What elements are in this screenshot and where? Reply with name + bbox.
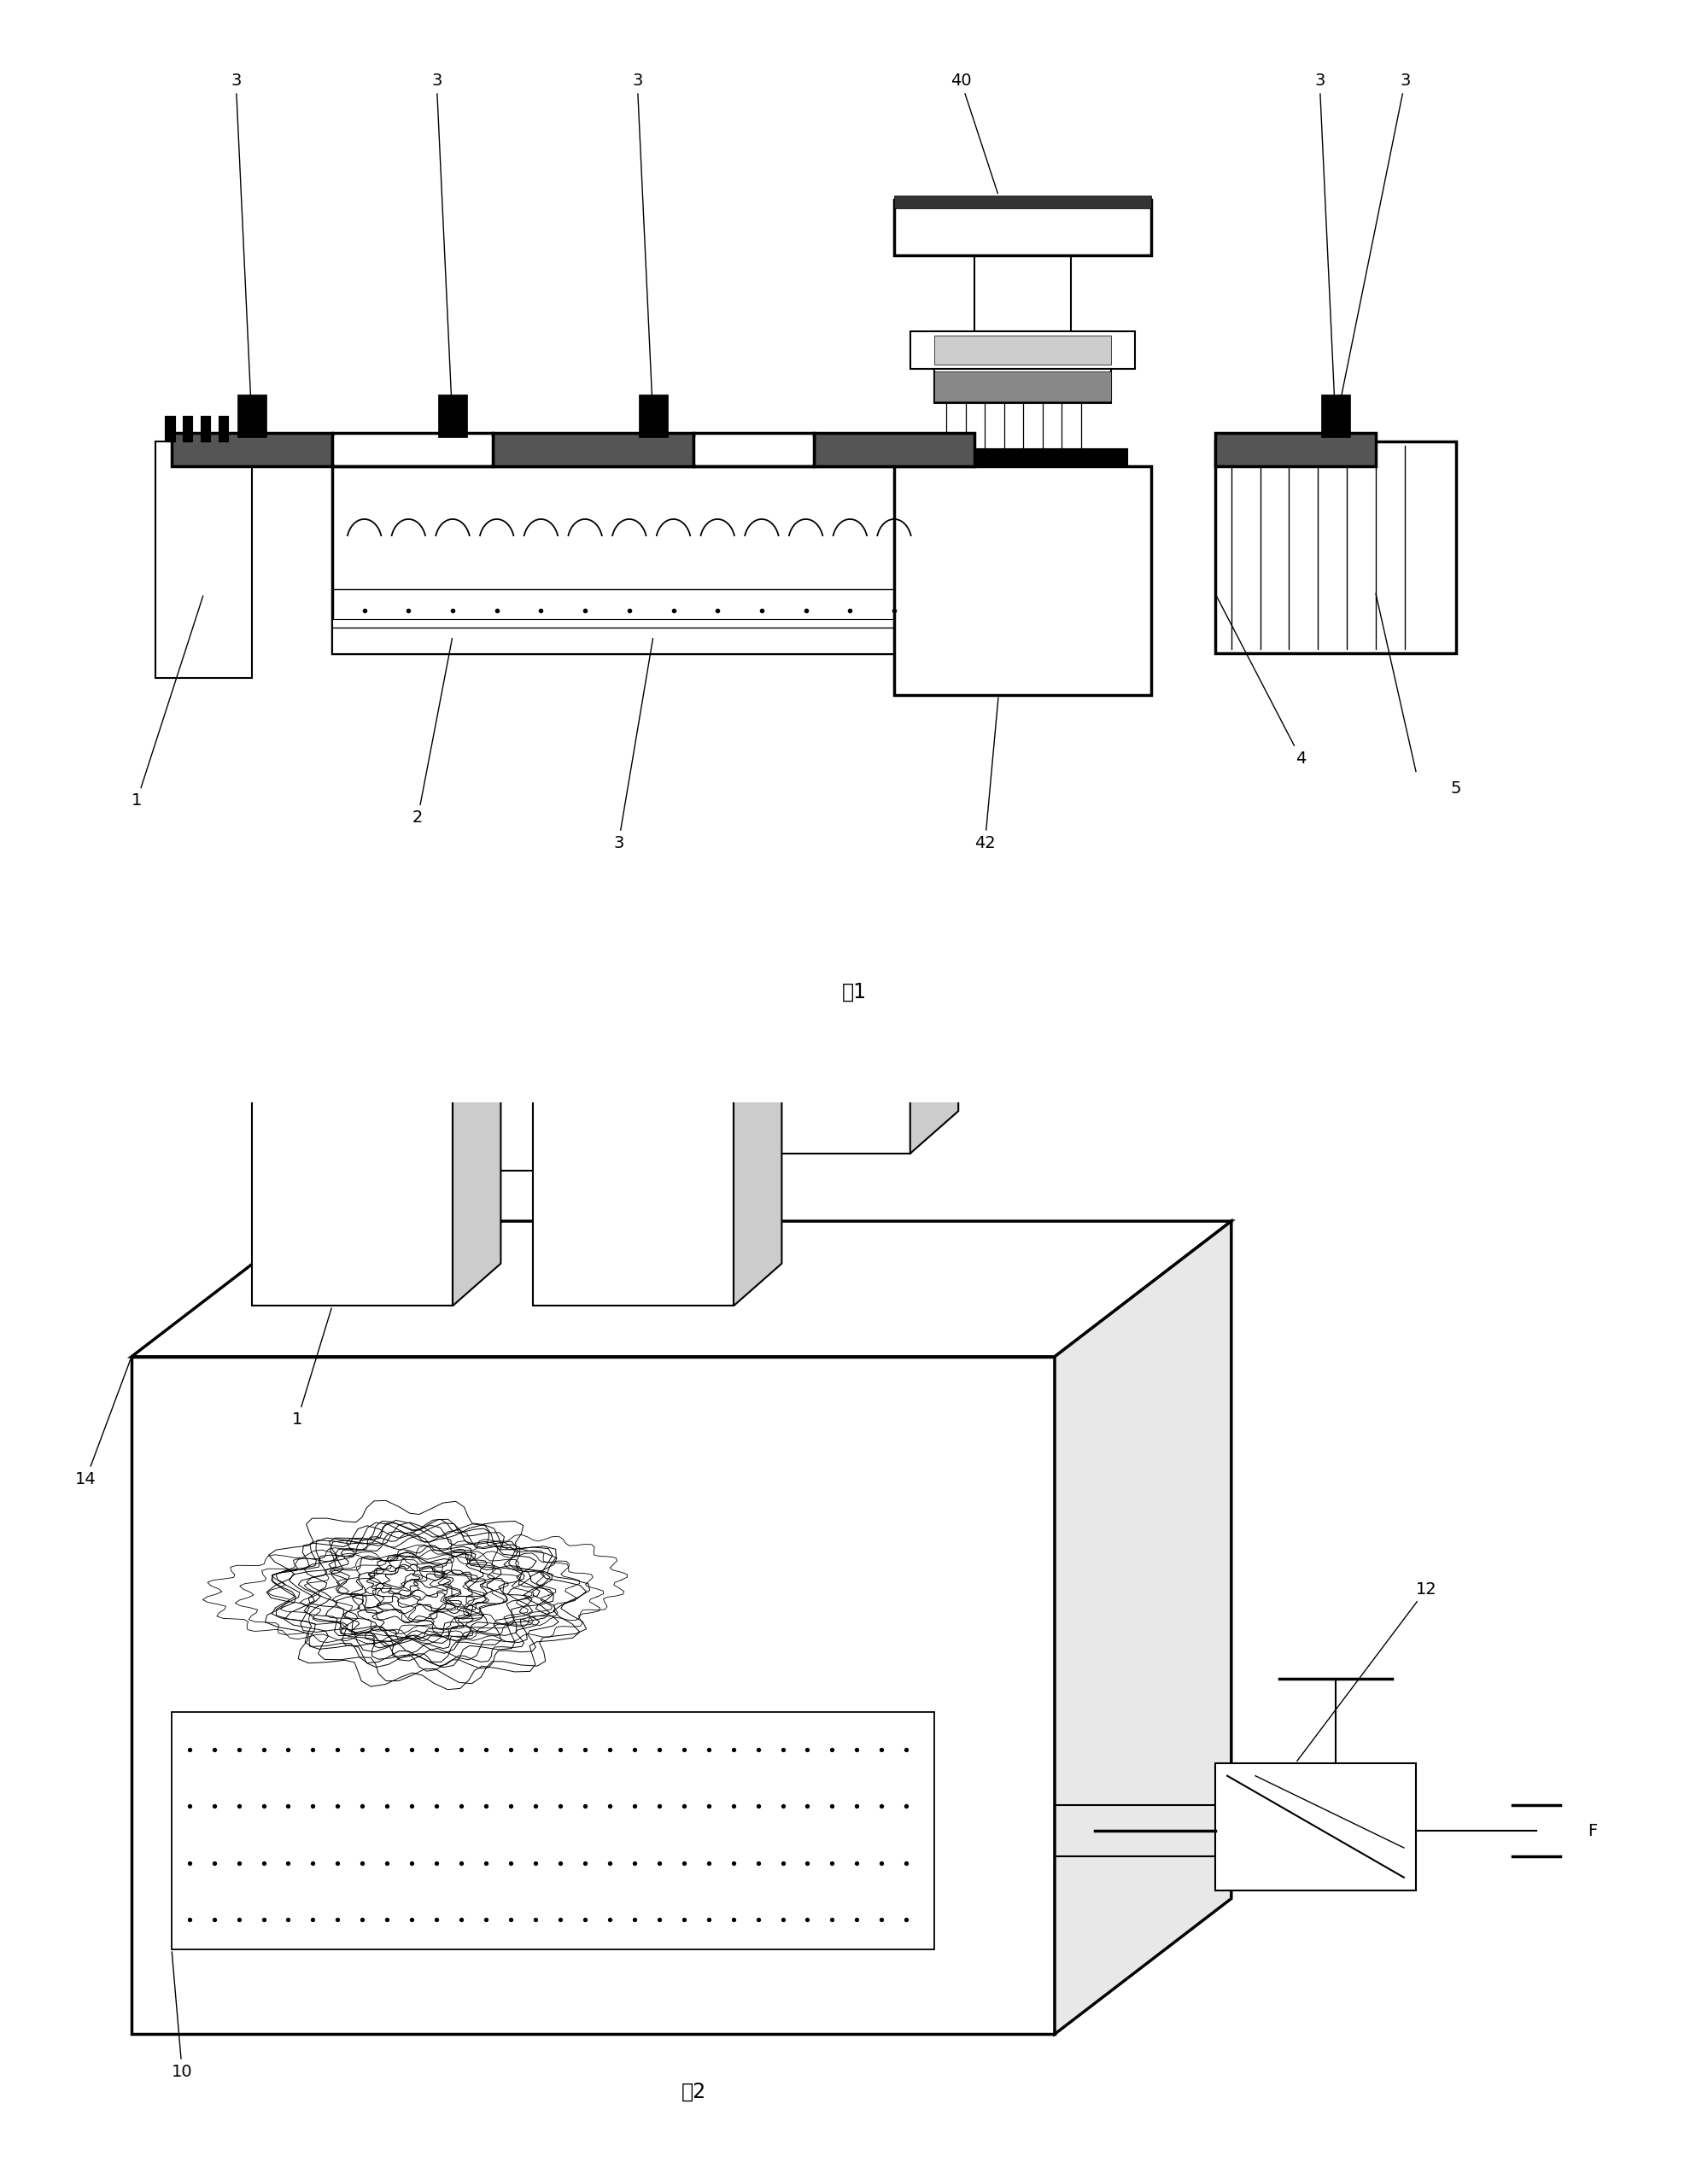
Bar (815, 432, 974, 467)
Bar (693, 437, 815, 463)
Bar (413, 984, 589, 1170)
Polygon shape (453, 1027, 500, 1306)
Text: 4: 4 (1216, 597, 1307, 765)
Bar (331, 618, 943, 653)
Polygon shape (734, 1053, 782, 1306)
Text: 42: 42 (974, 698, 997, 852)
Text: 图2: 图2 (681, 2082, 705, 2101)
Text: 14: 14 (75, 1360, 132, 1487)
Bar (1216, 432, 1377, 467)
Text: 3: 3 (1336, 74, 1411, 422)
Bar (895, 199, 1151, 255)
Text: 40: 40 (950, 74, 997, 192)
Text: 5: 5 (1450, 780, 1462, 796)
Bar (155, 441, 253, 679)
Bar (974, 251, 1071, 331)
Text: 3: 3 (613, 638, 652, 852)
Bar (166, 415, 174, 441)
Bar (171, 432, 331, 467)
Polygon shape (734, 925, 958, 966)
Bar (253, 1068, 453, 1306)
Bar (200, 415, 210, 441)
Polygon shape (413, 943, 637, 984)
Text: 3: 3 (432, 74, 453, 422)
Bar (1322, 396, 1349, 437)
Polygon shape (1056, 1222, 1231, 2034)
Bar (331, 437, 492, 463)
Bar (934, 370, 1110, 402)
Polygon shape (132, 1222, 1231, 1358)
Text: 1: 1 (132, 597, 203, 809)
Bar (734, 966, 910, 1155)
Bar (934, 372, 1110, 402)
Bar (183, 415, 193, 441)
Bar (237, 396, 266, 437)
Bar (533, 1094, 734, 1306)
Text: 3: 3 (632, 74, 652, 422)
Bar (895, 467, 1151, 696)
Polygon shape (253, 1027, 500, 1068)
Text: 图1: 图1 (842, 982, 866, 1001)
Bar (934, 335, 1110, 365)
Bar (639, 396, 668, 437)
Text: 12: 12 (1296, 1580, 1436, 1762)
Text: 2: 2 (413, 638, 453, 826)
Text: 10: 10 (171, 1952, 193, 2080)
Bar (219, 415, 227, 441)
Text: 1: 1 (292, 1308, 331, 1427)
Bar (910, 331, 1134, 370)
Bar (1216, 1764, 1416, 1890)
Bar (132, 1358, 1056, 2034)
Text: F: F (1588, 1823, 1597, 1840)
Bar (331, 432, 492, 467)
Bar (1216, 441, 1455, 653)
Bar (171, 1712, 934, 1950)
Text: 3: 3 (231, 74, 251, 422)
Bar (693, 432, 815, 467)
Bar (439, 396, 466, 437)
Text: 3: 3 (1315, 74, 1336, 422)
Bar (331, 467, 943, 653)
Polygon shape (910, 925, 958, 1155)
Bar (492, 432, 693, 467)
Bar (895, 195, 1151, 208)
Polygon shape (533, 1053, 782, 1094)
Bar (919, 448, 1127, 467)
Polygon shape (589, 943, 637, 1170)
